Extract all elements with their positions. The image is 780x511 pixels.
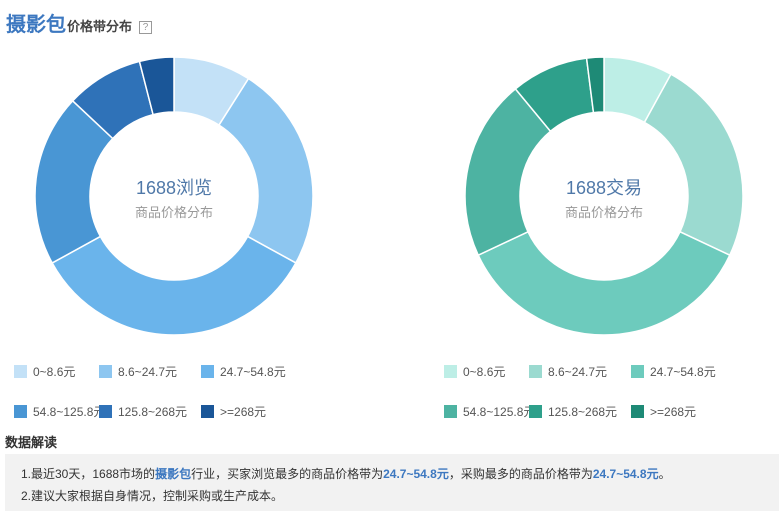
- trade-chart-title: 1688交易: [565, 178, 643, 198]
- reading-trade-value: 24.7~54.8元: [592, 467, 659, 481]
- browse-legend-item[interactable]: >=268元: [201, 403, 266, 420]
- browse-slice-2[interactable]: [217, 77, 314, 264]
- legend-label: 54.8~125.8元: [33, 405, 106, 419]
- reading-keyword: 摄影包: [155, 467, 192, 481]
- reading-text: ，采购最多的商品价格带为: [448, 467, 593, 481]
- trade-legend-item[interactable]: 125.8~268元: [529, 403, 617, 420]
- reading-text: 行业，买家浏览最多的商品价格带为: [191, 467, 384, 481]
- legend-label: >=268元: [220, 405, 267, 419]
- legend-label: 24.7~54.8元: [220, 365, 286, 379]
- browse-legend-item[interactable]: 24.7~54.8元: [201, 363, 286, 380]
- reading-line-1: 1.最近30天，1688市场的摄影包行业，买家浏览最多的商品价格带为24.7~5…: [21, 465, 671, 482]
- legend-swatch: [529, 365, 542, 378]
- legend-label: >=268元: [650, 405, 697, 419]
- legend-swatch: [201, 405, 214, 418]
- browse-slice-3[interactable]: [51, 235, 297, 336]
- trade-slice-2[interactable]: [643, 73, 744, 257]
- legend-label: 24.7~54.8元: [650, 365, 716, 379]
- legend-swatch: [14, 405, 27, 418]
- legend-swatch: [631, 365, 644, 378]
- browse-legend-item[interactable]: 54.8~125.8元: [14, 403, 105, 420]
- help-icon[interactable]: ?: [139, 21, 153, 34]
- legend-label: 54.8~125.8元: [463, 405, 536, 419]
- trade-slice-6[interactable]: [585, 56, 605, 114]
- legend-label: 8.6~24.7元: [548, 365, 608, 379]
- browse-legend-item[interactable]: 125.8~268元: [99, 403, 187, 420]
- reading-text: 。: [658, 467, 671, 481]
- legend-swatch: [99, 365, 112, 378]
- legend-label: 0~8.6元: [463, 365, 506, 379]
- legend-swatch: [14, 365, 27, 378]
- legend-label: 125.8~268元: [118, 405, 188, 419]
- browse-donut-chart: [34, 56, 314, 336]
- trade-donut-chart: [464, 56, 744, 336]
- reading-browse-value: 24.7~54.8元: [383, 467, 449, 481]
- reading-box: 1.最近30天，1688市场的摄影包行业，买家浏览最多的商品价格带为24.7~5…: [5, 454, 779, 511]
- page-header: 摄影包 价格带分布 ?: [6, 8, 153, 36]
- legend-swatch: [201, 365, 214, 378]
- trade-legend-item[interactable]: 54.8~125.8元: [444, 403, 535, 420]
- browse-legend-item[interactable]: 0~8.6元: [14, 363, 75, 380]
- legend-swatch: [99, 405, 112, 418]
- browse-chart-subtitle: 商品价格分布: [134, 205, 213, 220]
- reading-line-2: 2.建议大家根据自身情况，控制采购或生产成本。: [21, 489, 284, 503]
- legend-label: 0~8.6元: [33, 365, 76, 379]
- trade-legend-item[interactable]: 0~8.6元: [444, 363, 505, 380]
- legend-swatch: [444, 365, 457, 378]
- reading-title: 数据解读: [5, 435, 58, 450]
- legend-swatch: [529, 405, 542, 418]
- trade-legend-item[interactable]: 8.6~24.7元: [529, 363, 607, 380]
- browse-legend-item[interactable]: 8.6~24.7元: [99, 363, 177, 380]
- legend-label: 125.8~268元: [548, 405, 618, 419]
- browse-slice-6[interactable]: [138, 56, 175, 116]
- browse-chart-title: 1688浏览: [135, 178, 213, 198]
- legend-label: 8.6~24.7元: [118, 365, 178, 379]
- legend-swatch: [444, 405, 457, 418]
- reading-text: 1.最近30天，1688市场的: [21, 467, 156, 481]
- legend-swatch: [631, 405, 644, 418]
- trade-legend-item[interactable]: >=268元: [631, 403, 696, 420]
- trade-slice-3[interactable]: [477, 230, 731, 336]
- trade-chart-subtitle: 商品价格分布: [564, 205, 643, 220]
- trade-legend-item[interactable]: 24.7~54.8元: [631, 363, 716, 380]
- page-title: 价格带分布: [67, 19, 133, 34]
- category-keyword: 摄影包: [6, 14, 66, 36]
